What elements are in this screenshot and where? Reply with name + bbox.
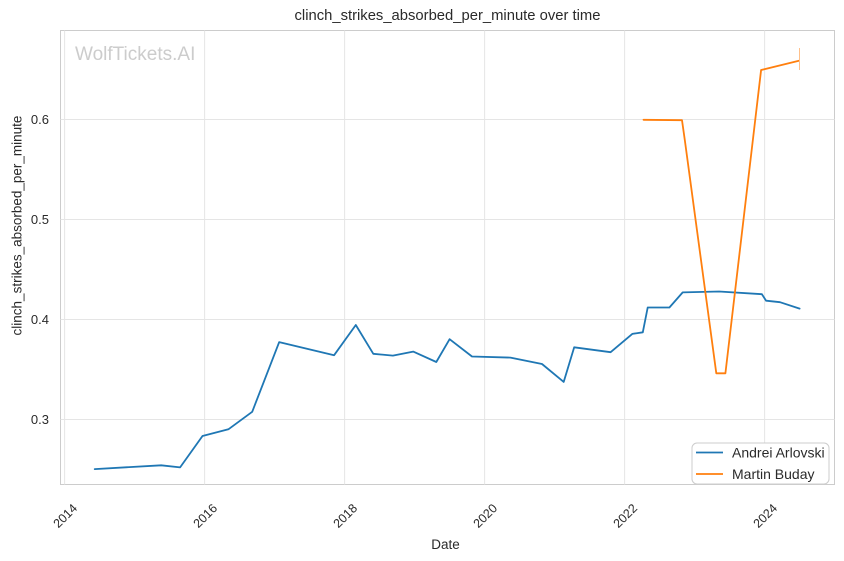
svg-text:Andrei Arlovski: Andrei Arlovski	[732, 445, 825, 461]
svg-text:2022: 2022	[611, 501, 641, 531]
svg-text:0.6: 0.6	[31, 112, 49, 127]
svg-text:2020: 2020	[471, 501, 501, 531]
svg-text:2014: 2014	[51, 501, 81, 531]
svg-text:0.5: 0.5	[31, 212, 49, 227]
svg-text:Martin Buday: Martin Buday	[732, 466, 814, 482]
svg-text:2018: 2018	[331, 501, 361, 531]
svg-text:0.3: 0.3	[31, 412, 49, 427]
svg-text:0.4: 0.4	[31, 312, 49, 327]
svg-text:2016: 2016	[191, 501, 221, 531]
svg-text:2024: 2024	[751, 501, 781, 531]
